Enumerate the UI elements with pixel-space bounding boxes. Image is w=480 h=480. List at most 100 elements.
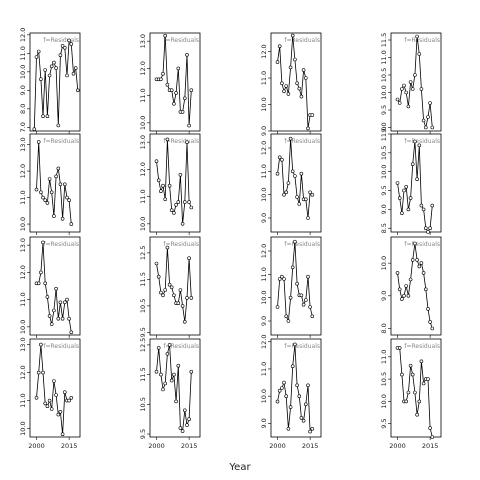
data-point xyxy=(288,65,293,70)
data-point xyxy=(284,190,289,195)
data-point xyxy=(417,52,422,56)
data-point xyxy=(187,417,191,422)
data-point xyxy=(174,203,178,207)
y-tick-label: 10.0 xyxy=(260,97,268,111)
panel-label: f=Residuals xyxy=(284,138,320,145)
data-point xyxy=(161,387,165,392)
data-point xyxy=(297,86,302,91)
data-point xyxy=(282,380,286,385)
y-tick-label: 11.0 xyxy=(380,50,388,64)
data-point xyxy=(60,217,65,221)
data-point xyxy=(303,197,308,202)
data-point xyxy=(275,305,280,309)
y-tick-label: 9.5 xyxy=(380,105,388,115)
panel-label: f=Residuals xyxy=(163,343,199,350)
data-point xyxy=(415,34,419,39)
data-point xyxy=(39,77,43,81)
data-point xyxy=(67,398,71,403)
panel-r2c2: 10.0 11.0 12.0 13.0 f=Residuals xyxy=(139,133,201,235)
data-point xyxy=(419,203,424,208)
data-point xyxy=(295,383,299,388)
panel-frame xyxy=(390,236,442,336)
data-point xyxy=(172,211,176,215)
data-point xyxy=(174,91,178,95)
data-point xyxy=(178,288,183,292)
data-point xyxy=(293,174,297,178)
y-tick-label: 12.0 xyxy=(19,28,27,42)
data-point xyxy=(290,169,295,174)
data-point xyxy=(308,305,312,309)
y-tick-label: 11.0 xyxy=(260,267,268,281)
data-point xyxy=(187,256,191,261)
data-point xyxy=(410,372,415,377)
y-tick-label: 10.5 xyxy=(139,397,147,411)
y-tick-label: 9.5 xyxy=(380,185,388,195)
data-point xyxy=(430,203,435,208)
panel-label: f=Residuals xyxy=(404,241,440,248)
y-tick-label: 11.0 xyxy=(19,190,27,204)
data-point xyxy=(408,277,413,282)
data-point xyxy=(159,372,163,377)
y-tick-label: 10.5 xyxy=(380,68,388,82)
panel-r4c1: 10.0 11.0 12.0 13.0 2000 2015 f=Residuals xyxy=(19,337,81,450)
x-tick-label: 2000 xyxy=(389,442,406,450)
data-point xyxy=(67,316,71,321)
data-point xyxy=(172,372,176,377)
data-point xyxy=(280,157,284,162)
panel-r2c1: 10.0 11.0 12.0 13.0 f=Residuals xyxy=(19,133,81,235)
data-point xyxy=(397,287,402,292)
y-tick-label: 12.0 xyxy=(139,162,147,176)
y-tick-label: 10.5 xyxy=(139,299,147,313)
y-tick-label: 13.0 xyxy=(19,238,27,252)
y-tick-label: 10.0 xyxy=(19,320,27,334)
x-tick-label: 2000 xyxy=(28,442,45,450)
data-point xyxy=(189,88,194,92)
data-point xyxy=(34,187,39,192)
x-axis-label: Year xyxy=(228,462,251,473)
y-tick-label: 10.0 xyxy=(380,164,388,178)
panel-frame xyxy=(270,133,322,233)
panel-label: f=Residuals xyxy=(404,343,440,350)
data-point xyxy=(397,346,402,350)
data-point xyxy=(303,298,308,302)
x-tick-label: 2015 xyxy=(181,442,198,450)
data-point xyxy=(408,363,413,368)
data-point xyxy=(404,90,409,95)
series-line xyxy=(156,247,192,322)
panel-frame xyxy=(29,32,81,132)
data-point xyxy=(288,136,293,141)
data-point xyxy=(56,166,61,171)
data-point xyxy=(402,293,406,298)
data-point xyxy=(58,409,63,414)
y-tick-label: 11.0 xyxy=(19,292,27,306)
data-point xyxy=(428,426,432,430)
data-point xyxy=(308,190,312,195)
data-point xyxy=(395,271,400,275)
data-point xyxy=(52,379,56,383)
y-tick-label: 12.0 xyxy=(260,141,268,155)
panel-label: f=Residuals xyxy=(284,241,320,248)
data-point xyxy=(423,287,428,292)
data-point xyxy=(282,277,286,281)
panel-label: f=Residuals xyxy=(163,241,199,248)
data-point xyxy=(165,82,170,87)
data-point xyxy=(284,314,289,319)
data-point xyxy=(426,115,430,119)
data-point xyxy=(310,314,315,319)
data-point xyxy=(306,126,310,131)
data-point xyxy=(408,80,413,84)
panel-r3c4: 8.0 9.0 10.0 f=Residuals xyxy=(380,236,442,338)
data-point xyxy=(297,202,302,206)
data-point xyxy=(163,288,167,292)
panel-r3c3: 9.0 10.0 11.0 12.0 f=Residuals xyxy=(260,236,322,338)
panel-label: f=Residuals xyxy=(163,138,199,145)
series-line xyxy=(36,344,72,435)
panel-r2c3: 9.0 10.0 11.0 12.0 f=Residuals xyxy=(260,133,322,235)
data-point xyxy=(63,300,67,305)
data-point xyxy=(52,60,56,65)
data-point xyxy=(167,343,172,347)
y-tick-label: 10.0 xyxy=(380,394,388,408)
data-point xyxy=(310,192,315,197)
series-line xyxy=(33,39,79,130)
data-point xyxy=(54,66,58,70)
